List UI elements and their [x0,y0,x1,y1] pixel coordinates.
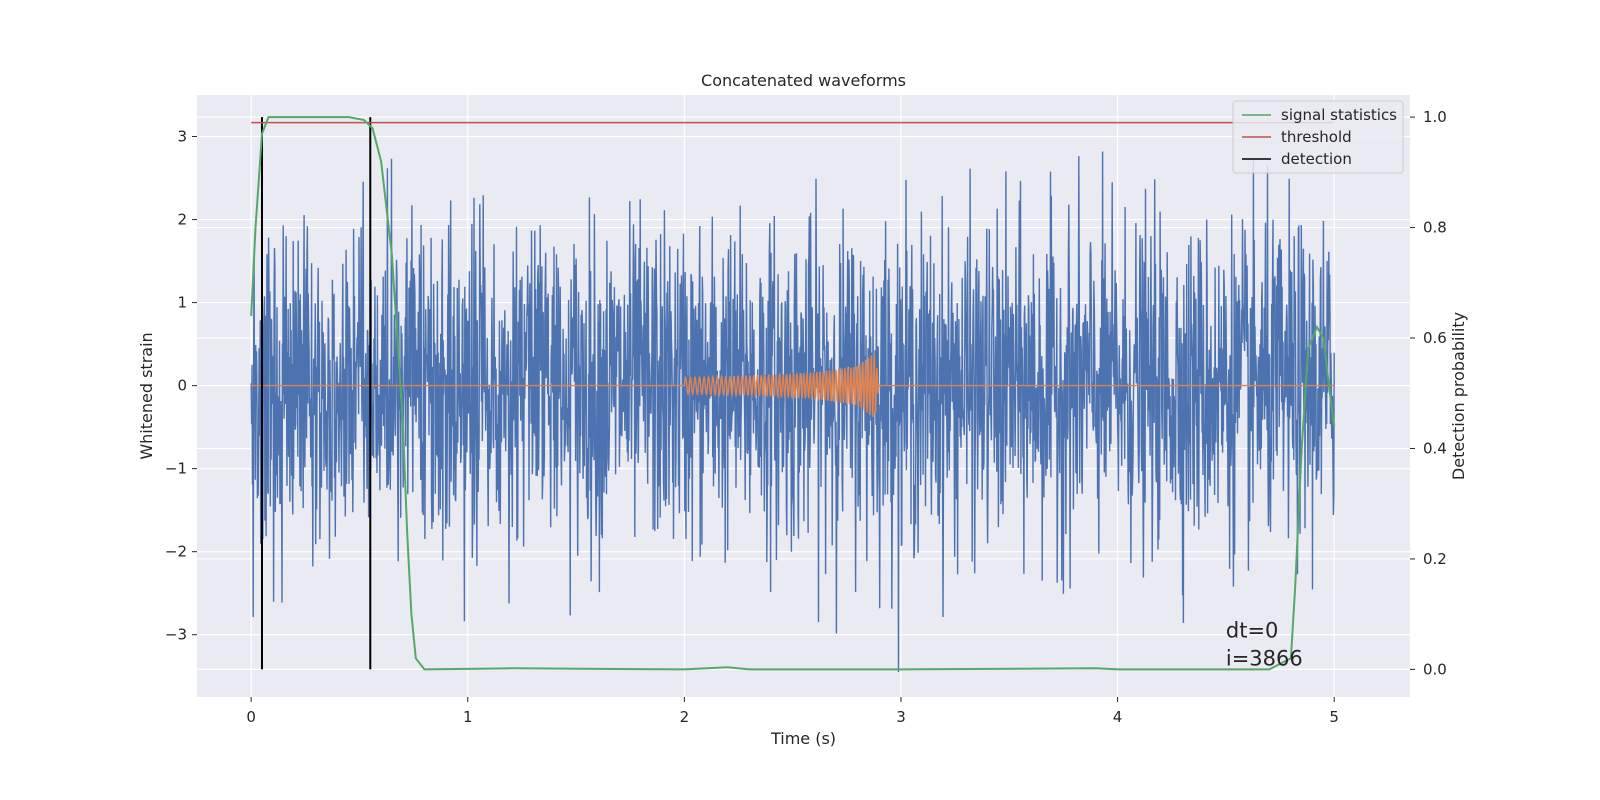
legend-label: threshold [1281,128,1352,146]
y-tick-label: −1 [165,460,187,478]
noise-line [250,151,1335,673]
signal-statistics-line [250,116,1336,671]
x-tick-label: 4 [1113,708,1123,726]
x-tick-label: 2 [680,708,690,726]
tick-layer: 0 1 2 3 4 5 −3 −2 −1 0 1 2 3 0.0 0.2 0.4 0.6 0.8 1.0 [165,108,1447,726]
legend-label: signal statistics [1281,106,1397,124]
y-right-tick-label: 0.0 [1423,660,1447,678]
y-right-tick-label: 0.4 [1423,439,1447,457]
y-tick-label: 1 [177,294,187,312]
annotation-dt: dt=0 [1226,619,1279,643]
x-tick-label: 0 [246,708,256,726]
y-right-axis-label: Detection probability [1449,312,1468,480]
y-tick-label: 0 [177,377,187,395]
y-tick-label: −3 [165,626,187,644]
x-axis-label: Time (s) [770,729,836,748]
y-tick-label: 2 [177,211,187,229]
y-right-tick-label: 0.2 [1423,550,1447,568]
y-tick-label: −2 [165,543,187,561]
legend-items: signal statistics threshold detection [1242,106,1397,168]
y-right-tick-label: 0.8 [1423,219,1447,237]
chart-title: Concatenated waveforms [701,71,906,90]
annotation-index: i=3866 [1226,647,1303,671]
y-right-tick-label: 1.0 [1423,108,1447,126]
noise-series [250,151,1335,673]
y-right-tick-label: 0.6 [1423,329,1447,347]
x-tick-label: 1 [463,708,473,726]
template-series [251,353,1335,417]
legend-label: detection [1281,150,1352,168]
x-tick-label: 5 [1329,708,1339,726]
legend-box [1232,100,1404,174]
template-line [251,353,1335,417]
x-tick-label: 3 [896,708,906,726]
y-tick-label: 3 [177,128,187,146]
y-axis-label: Whitened strain [137,332,156,459]
legend: signal statistics threshold detection [1232,100,1404,174]
overlay-layer [250,116,1336,671]
